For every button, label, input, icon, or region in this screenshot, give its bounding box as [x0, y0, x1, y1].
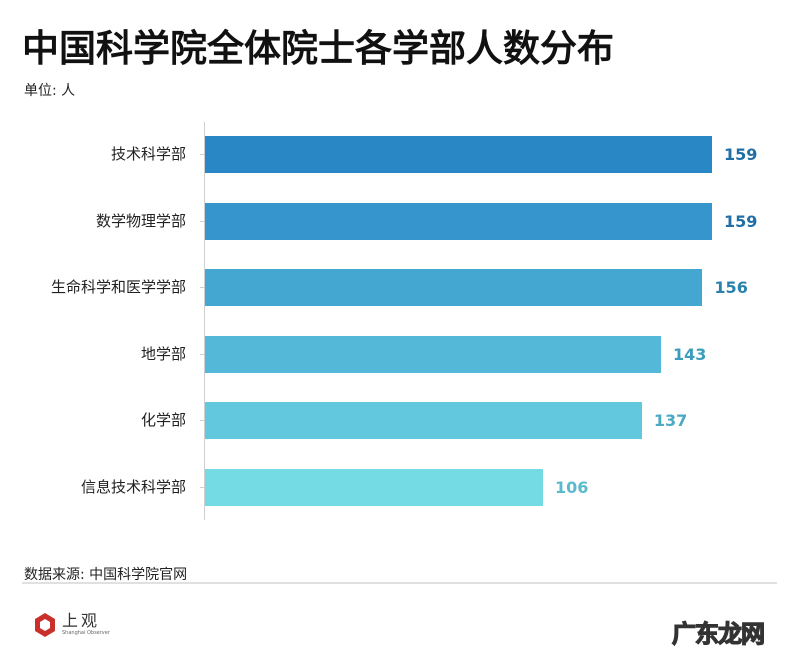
value-label: 143	[672, 344, 707, 364]
category-label: 数学物理学部	[95, 211, 186, 230]
axis-tick	[200, 220, 204, 222]
hexagon-logo-icon	[35, 612, 55, 637]
bar	[205, 202, 712, 240]
value-label: 137	[653, 411, 688, 431]
bar-row: 技术科学部 159	[0, 136, 800, 173]
axis-tick	[200, 420, 204, 422]
bar	[205, 402, 642, 440]
logo-text-cn: 上观	[62, 611, 101, 630]
shanghai-observer-logo: 上观 Shanghai Observer	[34, 612, 110, 637]
value-label: 159	[724, 145, 758, 164]
bar	[205, 335, 661, 373]
bar-row: 数学物理学部 159	[0, 202, 800, 240]
unit-label: 单位: 人	[24, 83, 76, 99]
y-axis-line	[204, 122, 205, 520]
category-label: 生命科学和医学学部	[50, 278, 186, 297]
bar-row: 生命科学和医学学部 156	[0, 269, 800, 307]
divider	[22, 582, 777, 584]
bar	[205, 469, 543, 506]
category-label: 化学部	[140, 411, 186, 430]
axis-tick	[200, 353, 204, 355]
watermark: 广东龙网	[671, 619, 765, 648]
value-label: 106	[555, 478, 589, 497]
axis-tick	[200, 287, 204, 289]
axis-tick	[200, 487, 204, 488]
category-label: 技术科学部	[110, 145, 186, 163]
value-label: 156	[714, 278, 748, 298]
bar-row: 化学部 137	[0, 402, 800, 440]
logo-text-en: Shanghai Observer	[62, 630, 110, 636]
chart-title: 中国科学院全体院士各学部人数分布	[22, 27, 614, 70]
bar-row: 信息技术科学部 106	[0, 469, 800, 506]
category-label: 地学部	[140, 344, 186, 363]
bar	[205, 269, 703, 307]
value-label: 159	[724, 211, 758, 231]
axis-tick	[200, 154, 204, 155]
bar-row: 地学部 143	[0, 335, 800, 373]
data-source: 数据来源: 中国科学院官网	[24, 567, 188, 583]
category-label: 信息技术科学部	[80, 478, 186, 496]
bar	[205, 136, 712, 173]
